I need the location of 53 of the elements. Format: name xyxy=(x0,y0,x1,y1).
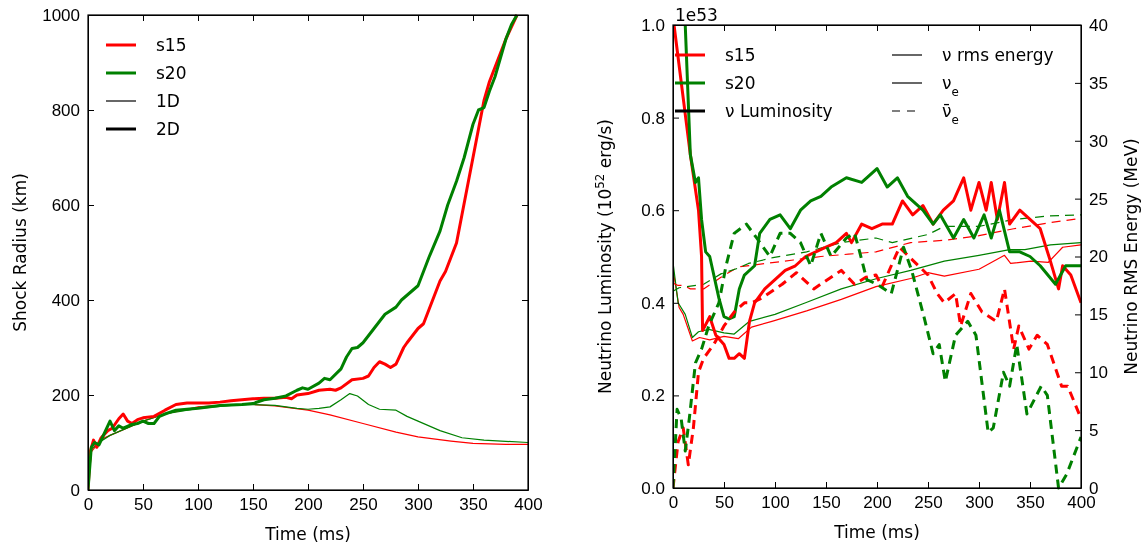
y-tick-label: 0 xyxy=(70,480,80,500)
y2-tick-label: 40 xyxy=(1089,15,1108,35)
legend-label: ν Luminosity xyxy=(725,101,833,121)
y-tick-label: 0.8 xyxy=(641,108,665,128)
y-tick-label: 0.2 xyxy=(641,386,665,406)
y-tick-label: 400 xyxy=(51,290,80,310)
x-tick-label: 200 xyxy=(294,495,323,515)
x-tick-label: 50 xyxy=(134,495,153,515)
y2-tick-label: 15 xyxy=(1089,305,1108,325)
text: 1e53 xyxy=(675,5,718,25)
x-tick-label: 250 xyxy=(914,493,943,513)
legend-label: ν rms energy xyxy=(942,45,1054,65)
y-tick-label: 1.0 xyxy=(641,15,665,35)
x-tick-label: 0 xyxy=(668,493,679,513)
y2-tick-label: 30 xyxy=(1089,131,1108,151)
legend-label: ν$_{e}$ xyxy=(942,73,959,99)
legend-label: s20 xyxy=(725,73,756,93)
x-axis-title: Time (ms) xyxy=(833,522,920,542)
x-tick-label: 150 xyxy=(239,495,268,515)
x-tick-label: 50 xyxy=(715,493,734,513)
x-tick-label: 200 xyxy=(863,493,892,513)
x-tick-label: 350 xyxy=(459,495,488,515)
x-tick-label: 350 xyxy=(1016,493,1045,513)
y2-tick-label: 35 xyxy=(1089,73,1108,93)
y2-tick-label: 20 xyxy=(1089,247,1108,267)
legend-label: ν̄$_{e}$ xyxy=(942,101,959,127)
legend-label: s20 xyxy=(156,63,187,83)
y2-tick-label: 25 xyxy=(1089,189,1108,209)
legend-label: 2D xyxy=(156,119,180,139)
y-tick-label: 0.4 xyxy=(641,293,665,313)
x-tick-label: 150 xyxy=(812,493,841,513)
legend-label: s15 xyxy=(725,45,756,65)
x-tick-label: 300 xyxy=(404,495,433,515)
y-tick-label: 200 xyxy=(51,385,80,405)
y-tick-label: 0.0 xyxy=(641,478,665,498)
x-tick-label: 400 xyxy=(1067,493,1096,513)
y-tick-label: 800 xyxy=(51,100,80,120)
legend-label: s15 xyxy=(156,35,187,55)
y2-tick-label: 5 xyxy=(1089,421,1099,441)
y-axis-title: Shock Radius (km) xyxy=(10,173,30,332)
x-tick-label: 0 xyxy=(83,495,94,515)
legend-label: 1D xyxy=(156,91,180,111)
y-tick-label: 600 xyxy=(51,195,80,215)
x-tick-label: 400 xyxy=(514,495,543,515)
x-axis-title: Time (ms) xyxy=(264,524,351,542)
y2-axis-title: Neutrino RMS Energy (MeV) xyxy=(1121,138,1141,375)
y-tick-label: 1000 xyxy=(42,5,80,25)
x-tick-label: 300 xyxy=(965,493,994,513)
x-tick-label: 100 xyxy=(761,493,790,513)
x-tick-label: 250 xyxy=(349,495,378,515)
y-tick-label: 0.6 xyxy=(641,201,665,221)
x-tick-label: 100 xyxy=(184,495,213,515)
y2-tick-label: 10 xyxy=(1089,363,1108,383)
